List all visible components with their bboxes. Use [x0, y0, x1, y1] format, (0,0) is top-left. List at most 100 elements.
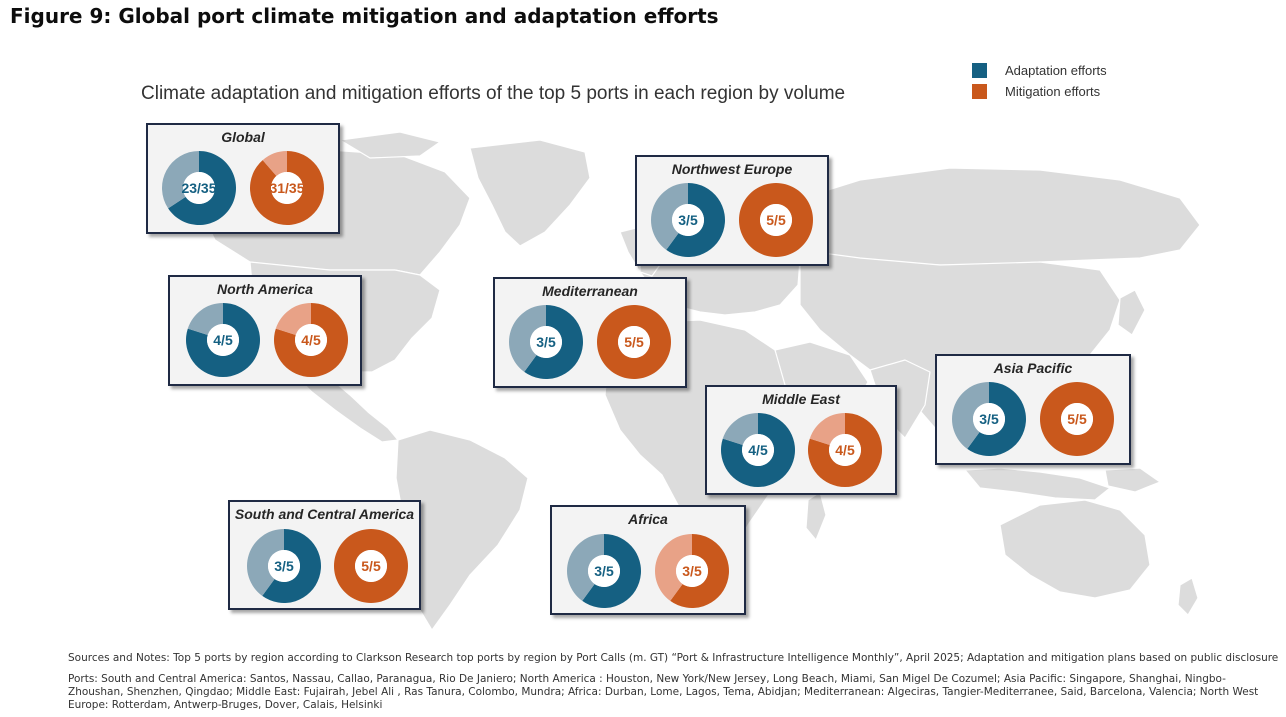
- donut-adaptation: 4/5: [186, 303, 260, 377]
- sources-note: Sources and Notes: Top 5 ports by region…: [68, 652, 1279, 664]
- donut-segment-remaining: [162, 151, 199, 209]
- donut-segment-remaining: [809, 413, 845, 446]
- donut-hole: [588, 555, 620, 587]
- donut-segment-filled: [333, 529, 408, 603]
- donut-adaptation: 3/5: [567, 534, 641, 608]
- donut-segment-remaining: [262, 151, 287, 176]
- donut-segment-remaining: [275, 303, 311, 336]
- donut-segment-filled: [808, 413, 882, 487]
- donut-value-label: 4/5: [301, 332, 321, 348]
- donut-value-label: 4/5: [748, 442, 768, 458]
- donut-hole: [183, 172, 215, 204]
- donut-segment-filled: [738, 183, 813, 257]
- donut-mitigation: 5/5: [1039, 382, 1114, 456]
- donut-value-label: 23/35: [181, 180, 216, 196]
- panel-title: Mediterranean: [542, 283, 638, 299]
- donut-segment-remaining: [509, 305, 546, 372]
- donut-segment-filled: [666, 183, 725, 257]
- donut-adaptation: 3/5: [509, 305, 583, 379]
- map-madagascar: [805, 491, 827, 541]
- donut-value-label: 5/5: [766, 212, 786, 228]
- panel-title: North America: [217, 281, 313, 297]
- panel-south-central-america: South and Central America 3/5 5/5: [228, 500, 421, 610]
- donut-segment-remaining: [651, 183, 688, 250]
- legend-label-mitigation: Mitigation efforts: [1005, 84, 1101, 99]
- legend-item-mitigation: Mitigation efforts: [972, 81, 1107, 102]
- donut-value-label: 5/5: [361, 558, 381, 574]
- panel-title: Global: [221, 129, 265, 145]
- donut-segment-filled: [524, 305, 583, 379]
- donut-segment-filled: [596, 305, 671, 379]
- map-russia: [779, 167, 1201, 266]
- panel-north-america: North America 4/5 4/5: [168, 275, 362, 386]
- map-japan: [1117, 289, 1146, 336]
- map-new-zealand: [1177, 577, 1199, 616]
- donut-mitigation: 4/5: [274, 303, 348, 377]
- map-new-guinea: [1104, 467, 1161, 493]
- donut-adaptation: 4/5: [721, 413, 795, 487]
- panel-mediterranean: Mediterranean 3/5 5/5: [493, 277, 687, 388]
- donut-segment-filled: [670, 534, 729, 608]
- donut-segment-filled: [168, 151, 236, 225]
- donut-value-label: 5/5: [1067, 411, 1087, 427]
- donut-mitigation: 4/5: [808, 413, 882, 487]
- panel-northwest-europe: Northwest Europe 3/5 5/5: [635, 155, 829, 266]
- donut-segment-filled: [274, 303, 348, 377]
- donut-adaptation: 3/5: [952, 382, 1026, 456]
- chart-subtitle: Climate adaptation and mitigation effort…: [141, 83, 846, 104]
- donut-hole: [760, 204, 792, 236]
- donut-hole: [672, 204, 704, 236]
- legend-label-adaptation: Adaptation efforts: [1005, 63, 1107, 78]
- donut-segment-filled: [582, 534, 641, 608]
- donut-segment-remaining: [187, 303, 223, 336]
- legend-item-adaptation: Adaptation efforts: [972, 60, 1107, 81]
- donut-adaptation: 3/5: [246, 529, 321, 603]
- donut-hole: [742, 434, 774, 466]
- donut-segment-remaining: [952, 382, 989, 449]
- donut-segment-filled: [186, 303, 260, 377]
- donut-hole: [268, 550, 300, 582]
- donut-mitigation: 5/5: [738, 183, 813, 257]
- donut-value-label: 3/5: [979, 411, 999, 427]
- panel-title: South and Central America: [234, 506, 415, 522]
- legend-swatch-mitigation: [972, 84, 987, 99]
- legend: Adaptation efforts Mitigation efforts: [972, 60, 1107, 102]
- donut-value-label: 3/5: [274, 558, 294, 574]
- panel-asia-pacific: Asia Pacific 3/5 5/5: [935, 354, 1131, 465]
- panel-title: Asia Pacific: [993, 360, 1073, 376]
- donut-segment-filled: [250, 151, 324, 225]
- donut-hole: [355, 550, 387, 582]
- panel-title: Africa: [628, 511, 668, 527]
- panel-title: Northwest Europe: [671, 161, 793, 177]
- donut-adaptation: 3/5: [651, 183, 725, 257]
- donut-value-label: 3/5: [536, 334, 556, 350]
- donut-hole: [271, 172, 303, 204]
- panel-middle-east: Middle East 4/5 4/5: [705, 385, 897, 495]
- panel-global: Global 23/35 31/35: [146, 123, 340, 234]
- donut-value-label: 5/5: [624, 334, 644, 350]
- donut-mitigation: 5/5: [333, 529, 408, 603]
- donut-hole: [295, 324, 327, 356]
- donut-hole: [676, 555, 708, 587]
- donut-hole: [973, 403, 1005, 435]
- donut-mitigation: 3/5: [655, 534, 729, 608]
- donut-value-label: 3/5: [678, 212, 698, 228]
- donut-hole: [829, 434, 861, 466]
- donut-segment-filled: [967, 382, 1026, 456]
- donut-segment-filled: [1039, 382, 1114, 456]
- map-indonesia: [964, 467, 1111, 501]
- map-arctic-islands: [339, 131, 441, 159]
- legend-swatch-adaptation: [972, 63, 987, 78]
- donut-segment-remaining: [246, 529, 284, 596]
- donut-mitigation: 31/35: [250, 151, 324, 225]
- map-australia: [999, 499, 1151, 599]
- donut-value-label: 31/35: [269, 180, 304, 196]
- donut-value-label: 3/5: [594, 563, 614, 579]
- panel-africa: Africa 3/5 3/5: [550, 505, 746, 615]
- donut-value-label: 4/5: [213, 332, 233, 348]
- donut-hole: [1061, 403, 1093, 435]
- donut-segment-remaining: [655, 534, 692, 601]
- donut-segment-remaining: [567, 534, 604, 601]
- ports-note: Ports: South and Central America: Santos…: [68, 673, 1259, 711]
- donut-segment-filled: [262, 529, 321, 603]
